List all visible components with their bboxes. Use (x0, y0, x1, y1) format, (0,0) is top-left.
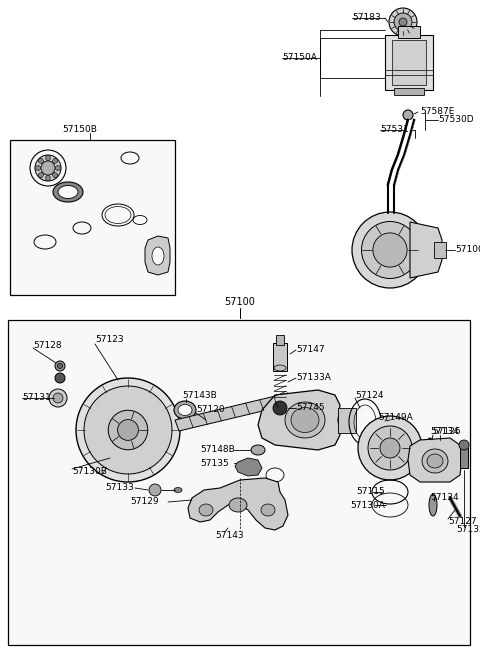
Circle shape (41, 161, 55, 175)
Circle shape (49, 389, 67, 407)
Text: 57587E: 57587E (420, 107, 455, 117)
Bar (273, 343, 287, 371)
Text: 57143B: 57143B (182, 392, 217, 400)
Text: 57150A: 57150A (282, 54, 317, 62)
Text: 57133A: 57133A (296, 373, 331, 383)
Text: 57149A: 57149A (378, 413, 413, 422)
Text: 57130A: 57130A (350, 500, 385, 510)
Text: 57530D: 57530D (438, 115, 474, 124)
Circle shape (108, 410, 148, 450)
Circle shape (118, 420, 138, 440)
Circle shape (53, 393, 63, 403)
Ellipse shape (58, 185, 78, 198)
Circle shape (55, 373, 65, 383)
Text: 57100: 57100 (225, 297, 255, 307)
Ellipse shape (261, 504, 275, 516)
Ellipse shape (429, 494, 437, 516)
Ellipse shape (199, 504, 213, 516)
Circle shape (46, 176, 50, 181)
Circle shape (84, 386, 172, 474)
Bar (392, 40, 426, 85)
Circle shape (389, 8, 417, 36)
Text: 57129: 57129 (130, 498, 158, 506)
Circle shape (38, 172, 43, 178)
Ellipse shape (274, 365, 286, 371)
Text: 57134: 57134 (430, 428, 458, 436)
Circle shape (149, 484, 161, 496)
Ellipse shape (178, 405, 192, 415)
Circle shape (403, 110, 413, 120)
Text: 57120: 57120 (196, 405, 225, 415)
Circle shape (380, 438, 400, 458)
Polygon shape (175, 393, 292, 431)
Text: 57147: 57147 (296, 345, 324, 354)
Bar (385, 35, 433, 90)
Ellipse shape (174, 401, 196, 419)
Ellipse shape (251, 445, 265, 455)
Text: 57130B: 57130B (72, 468, 107, 476)
Circle shape (358, 416, 422, 480)
Circle shape (35, 155, 61, 181)
Text: 57531: 57531 (380, 126, 409, 134)
Polygon shape (145, 236, 170, 275)
Text: 57100: 57100 (455, 246, 480, 255)
Text: 57131: 57131 (22, 394, 51, 403)
Ellipse shape (427, 454, 443, 468)
Polygon shape (188, 478, 288, 530)
Text: 57133: 57133 (105, 483, 134, 493)
Text: 57128: 57128 (33, 341, 61, 350)
Bar (8, 320, 470, 645)
Bar (338, 408, 356, 433)
Text: 57143: 57143 (215, 531, 244, 540)
Polygon shape (408, 438, 462, 482)
Text: 57134: 57134 (430, 493, 458, 502)
Ellipse shape (53, 182, 83, 202)
Text: 57135: 57135 (200, 458, 229, 468)
Text: 57127: 57127 (448, 517, 477, 527)
Polygon shape (410, 222, 442, 278)
Bar (398, 26, 420, 38)
Text: 57123: 57123 (95, 335, 124, 345)
Circle shape (394, 13, 412, 31)
Circle shape (76, 378, 180, 482)
Ellipse shape (229, 498, 247, 512)
Text: 57150B: 57150B (62, 126, 97, 134)
Text: 57183: 57183 (352, 14, 381, 22)
Text: 57745: 57745 (296, 403, 324, 413)
Ellipse shape (285, 402, 325, 438)
Ellipse shape (174, 487, 182, 493)
Circle shape (352, 212, 428, 288)
Circle shape (459, 440, 469, 450)
Bar (10, 140, 175, 295)
Text: 57124: 57124 (355, 390, 384, 400)
Text: 57126: 57126 (432, 428, 461, 436)
Circle shape (55, 361, 65, 371)
Circle shape (46, 155, 50, 160)
Polygon shape (235, 458, 262, 476)
Bar (460, 448, 468, 468)
Ellipse shape (152, 247, 164, 265)
Circle shape (53, 172, 58, 178)
Text: 57132: 57132 (456, 525, 480, 534)
Ellipse shape (291, 407, 319, 432)
Circle shape (273, 401, 287, 415)
Bar (434, 242, 446, 258)
Ellipse shape (422, 449, 448, 473)
Circle shape (56, 166, 60, 170)
Circle shape (373, 233, 407, 267)
Circle shape (368, 426, 412, 470)
Circle shape (361, 221, 419, 278)
Ellipse shape (426, 438, 434, 458)
Circle shape (38, 159, 43, 164)
Bar (276, 335, 284, 345)
Circle shape (36, 166, 40, 170)
Text: 57148B: 57148B (200, 445, 235, 455)
Circle shape (53, 159, 58, 164)
Text: 57115: 57115 (356, 487, 385, 496)
Circle shape (399, 18, 407, 26)
Circle shape (58, 364, 62, 369)
Polygon shape (258, 390, 340, 450)
Bar (394, 88, 424, 95)
